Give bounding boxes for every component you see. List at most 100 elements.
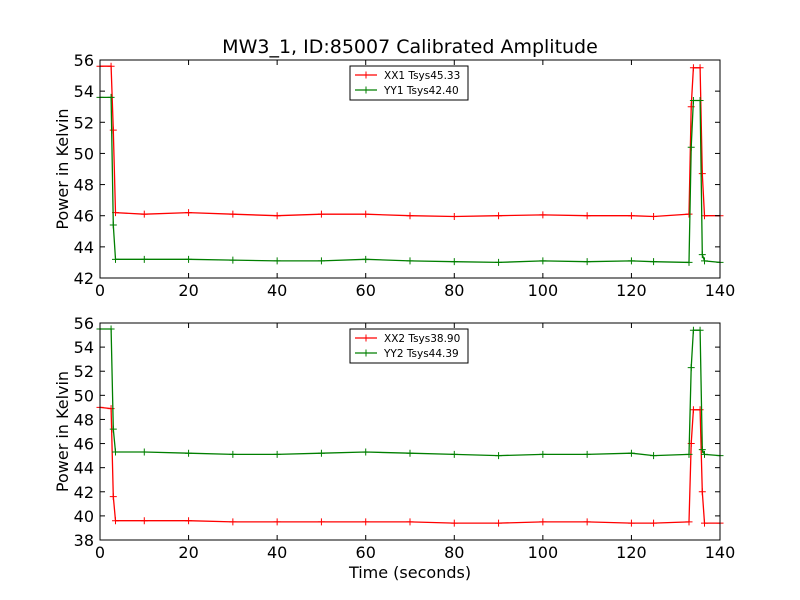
- x-tick-label: 80: [444, 543, 464, 562]
- data-point: [583, 450, 591, 458]
- data-point: [273, 450, 281, 458]
- data-point: [687, 143, 695, 151]
- data-point: [696, 64, 704, 72]
- data-point: [109, 493, 117, 501]
- data-point: [685, 450, 693, 458]
- x-tick-label: 100: [528, 543, 559, 562]
- data-point: [109, 221, 117, 229]
- y-tick-label: 50: [74, 386, 94, 405]
- data-point: [406, 257, 414, 265]
- legend-label: YY2 Tsys44.39: [383, 348, 459, 360]
- data-point: [539, 518, 547, 526]
- data-point: [539, 211, 547, 219]
- legend-marker: [362, 349, 370, 357]
- data-point: [140, 255, 148, 263]
- data-point: [229, 210, 237, 218]
- y-axis-label: Power in Kelvin: [53, 108, 72, 229]
- data-point: [698, 446, 706, 454]
- legend: XX2 Tsys38.90 YY2 Tsys44.39: [349, 328, 469, 364]
- data-point: [627, 449, 635, 457]
- legend-marker: [362, 334, 370, 342]
- x-tick-label: 40: [267, 543, 287, 562]
- data-point: [317, 257, 325, 265]
- legend-marker: [362, 71, 370, 79]
- y-tick-label: 48: [74, 176, 94, 195]
- data-point: [698, 251, 706, 259]
- data-point: [107, 325, 115, 333]
- data-point: [109, 126, 117, 134]
- data-point: [450, 212, 458, 220]
- legend-label: XX2 Tsys38.90: [384, 333, 460, 345]
- data-point: [362, 448, 370, 456]
- y-tick-label: 52: [74, 362, 94, 381]
- y-tick-label: 56: [74, 314, 94, 333]
- data-point: [539, 257, 547, 265]
- data-point: [685, 210, 693, 218]
- data-point: [185, 449, 193, 457]
- y-tick-label: 56: [74, 51, 94, 70]
- data-point: [685, 258, 693, 266]
- data-point: [696, 326, 704, 334]
- x-tick-label: 60: [356, 543, 376, 562]
- data-point: [450, 450, 458, 458]
- data-point: [185, 517, 193, 525]
- data-point: [317, 210, 325, 218]
- x-tick-label: 20: [178, 543, 198, 562]
- x-tick-label: 140: [705, 281, 736, 300]
- y-tick-label: 48: [74, 410, 94, 429]
- series-markers-2: [96, 93, 724, 266]
- legend-marker: [362, 86, 370, 94]
- data-point: [229, 518, 237, 526]
- data-point: [273, 212, 281, 220]
- data-point: [689, 96, 697, 104]
- data-point: [583, 212, 591, 220]
- data-point: [140, 448, 148, 456]
- x-tick-label: 80: [444, 281, 464, 300]
- x-tick-label: 40: [267, 281, 287, 300]
- data-point: [362, 518, 370, 526]
- legend-box: [349, 65, 469, 101]
- data-point: [362, 255, 370, 263]
- data-point: [696, 406, 704, 414]
- data-point: [583, 258, 591, 266]
- x-axis-label: Time (seconds): [348, 563, 471, 582]
- data-point: [650, 519, 658, 527]
- y-tick-label: 46: [74, 435, 94, 454]
- x-tick-label: 100: [528, 281, 559, 300]
- data-point: [107, 62, 115, 70]
- data-point: [701, 450, 708, 458]
- y-tick-label: 42: [74, 269, 94, 288]
- data-point: [450, 519, 458, 527]
- data-point: [650, 452, 658, 460]
- y-tick-label: 40: [74, 507, 94, 526]
- y-tick-label: 42: [74, 483, 94, 502]
- legend-label: XX1 Tsys45.33: [384, 70, 460, 82]
- data-point: [583, 518, 591, 526]
- data-point: [112, 448, 119, 456]
- x-tick-label: 0: [95, 281, 105, 300]
- data-point: [229, 450, 237, 458]
- data-point: [685, 518, 693, 526]
- data-point: [650, 212, 658, 220]
- data-point: [495, 519, 503, 527]
- data-point: [627, 519, 635, 527]
- data-point: [450, 258, 458, 266]
- y-axis-label: Power in Kelvin: [53, 371, 72, 492]
- data-point: [539, 450, 547, 458]
- data-point: [109, 425, 117, 433]
- data-point: [698, 170, 706, 178]
- data-point: [495, 452, 503, 460]
- y-tick-label: 46: [74, 207, 94, 226]
- data-point: [406, 449, 414, 457]
- data-point: [698, 488, 706, 496]
- data-point: [317, 449, 325, 457]
- x-tick-label: 20: [178, 281, 198, 300]
- chart-title: MW3_1, ID:85007 Calibrated Amplitude: [222, 36, 598, 58]
- y-tick-label: 44: [74, 238, 94, 257]
- x-tick-label: 60: [356, 281, 376, 300]
- x-tick-label: 120: [616, 281, 647, 300]
- panel-top: 0 20 40 60 80 100 120 140 42 44 46 48 50 52 54 56 Power …: [53, 51, 735, 300]
- y-tick-label: 52: [74, 113, 94, 132]
- data-point: [112, 255, 119, 263]
- data-point: [495, 258, 503, 266]
